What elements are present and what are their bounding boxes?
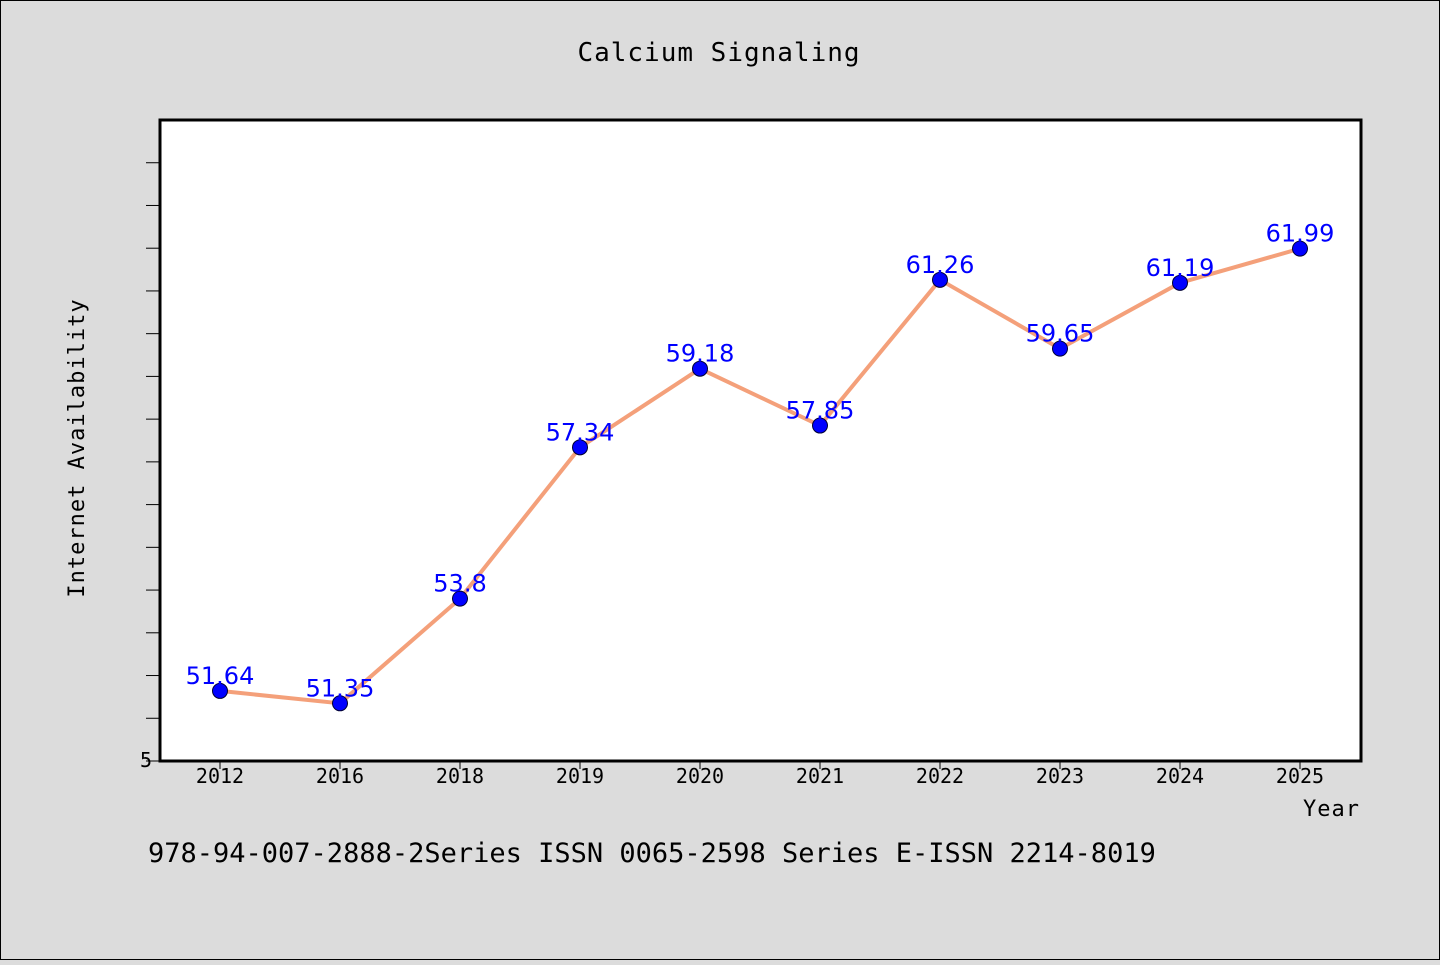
x-tick-label: 2016: [316, 764, 364, 788]
x-tick-label: 2021: [796, 764, 844, 788]
y-axis-tick-labels: 5: [140, 748, 152, 772]
data-point: [332, 695, 348, 712]
series-markers: [212, 240, 1308, 712]
y-axis-label: Internet Availability: [65, 298, 90, 597]
data-point: [1052, 340, 1068, 357]
x-axis-tick-labels: 2012 2016 2018 2019 2020 2021 2022 2023 2024 2025: [196, 764, 1324, 788]
data-label: 57.34: [546, 418, 615, 446]
data-point: [572, 439, 588, 456]
data-label: 61.99: [1266, 220, 1335, 248]
x-tick-label: 2018: [436, 764, 484, 788]
footer-note: 978-94-007-2888-2Series ISSN 0065-2598 S…: [148, 838, 1156, 869]
x-tick-label: 2020: [676, 764, 724, 788]
x-tick-label: 2024: [1156, 764, 1204, 788]
data-labels: 51.64 51.35 53.8 57.34 59.18 57.85 61.26 59.65 6…: [186, 220, 1335, 703]
x-tick-label: 2025: [1276, 764, 1324, 788]
data-point: [1172, 274, 1188, 291]
data-label: 53.8: [433, 570, 486, 598]
y-tick-label: 5: [140, 748, 152, 772]
x-tick-label: 2023: [1036, 764, 1084, 788]
series-line: [218, 246, 1302, 706]
data-point: [452, 590, 468, 607]
data-point: [692, 360, 708, 377]
data-label: 59.18: [666, 340, 735, 368]
x-tick-label: 2012: [196, 764, 244, 788]
data-point: [1292, 240, 1308, 257]
data-label: 59.65: [1026, 320, 1095, 348]
data-label: 61.26: [906, 251, 975, 279]
plot-frame: [158, 118, 1363, 763]
data-label: 51.35: [306, 674, 375, 702]
data-label: 51.64: [186, 662, 255, 690]
data-label: 61.19: [1146, 254, 1215, 282]
y-axis-ticks: [146, 162, 160, 762]
data-point: [212, 682, 228, 699]
data-point: [812, 417, 828, 434]
data-point: [932, 271, 948, 288]
chart-title: Calcium Signaling: [577, 38, 860, 68]
x-tick-label: 2019: [556, 764, 604, 788]
plot-area: [160, 120, 1361, 761]
x-axis-label: Year: [1303, 797, 1360, 822]
data-label: 57.85: [786, 397, 855, 425]
x-tick-label: 2022: [916, 764, 964, 788]
